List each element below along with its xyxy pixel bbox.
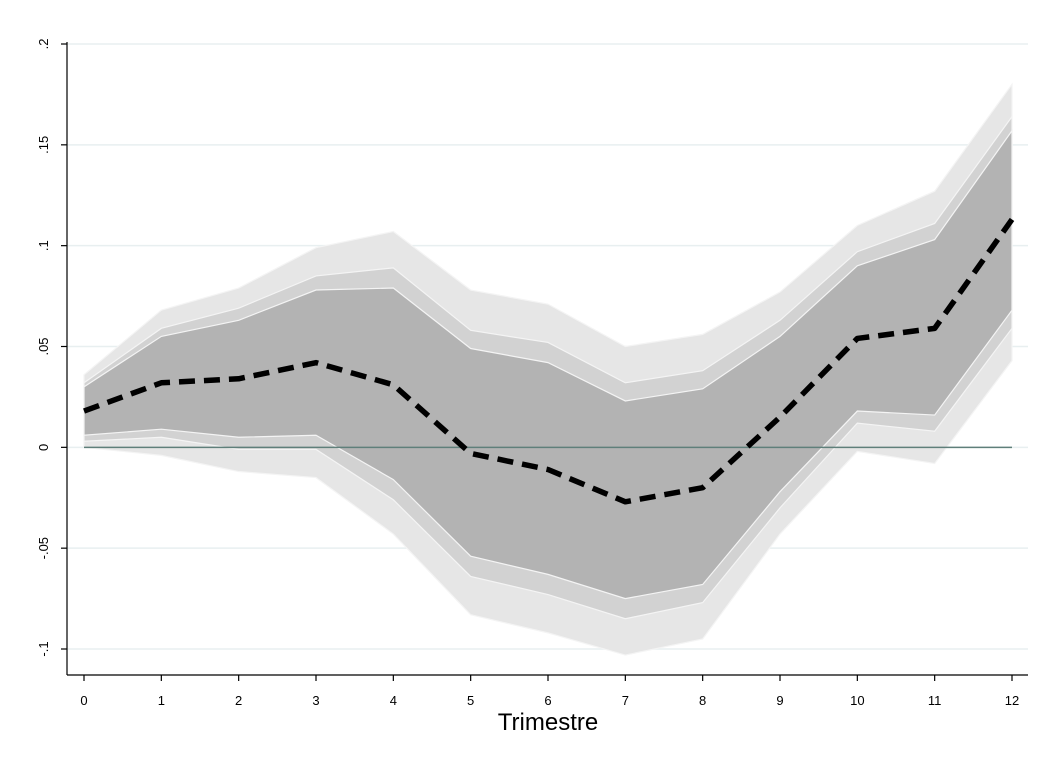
x-tick-label-6: 6 bbox=[544, 693, 551, 708]
y-tick-label-0: -.1 bbox=[36, 641, 51, 656]
y-tick-label-2: 0 bbox=[36, 444, 51, 451]
x-tick-label-1: 1 bbox=[158, 693, 165, 708]
confidence-bands bbox=[83, 82, 1013, 656]
x-tick-label-8: 8 bbox=[699, 693, 706, 708]
series-lines bbox=[83, 217, 1015, 505]
y-tick-label-3: .05 bbox=[36, 337, 51, 355]
x-tick-label-12: 12 bbox=[1005, 693, 1019, 708]
x-tick-label-2: 2 bbox=[235, 693, 242, 708]
axes: -.1-.050.05.1.15.20 1 2 3 4 5 6 7 8 9 10 11 12 bbox=[36, 39, 1028, 708]
y-tick-label-1: -.05 bbox=[36, 537, 51, 559]
y-tick-label-6: .2 bbox=[36, 39, 51, 50]
x-tick-label-9: 9 bbox=[776, 693, 783, 708]
x-tick-label-0: 0 bbox=[80, 693, 87, 708]
x-tick-label-7: 7 bbox=[622, 693, 629, 708]
series-line-0 bbox=[83, 217, 1015, 505]
x-tick-label-4: 4 bbox=[390, 693, 397, 708]
x-tick-label-10: 10 bbox=[850, 693, 864, 708]
y-tick-label-5: .15 bbox=[36, 136, 51, 154]
x-axis-title: Trimestre bbox=[498, 709, 598, 736]
confidence-band-2 bbox=[83, 128, 1013, 600]
x-tick-label-11: 11 bbox=[928, 693, 942, 708]
y-tick-label-4: .1 bbox=[36, 240, 51, 251]
x-tick-label-5: 5 bbox=[467, 693, 474, 708]
x-tick-label-3: 3 bbox=[312, 693, 319, 708]
